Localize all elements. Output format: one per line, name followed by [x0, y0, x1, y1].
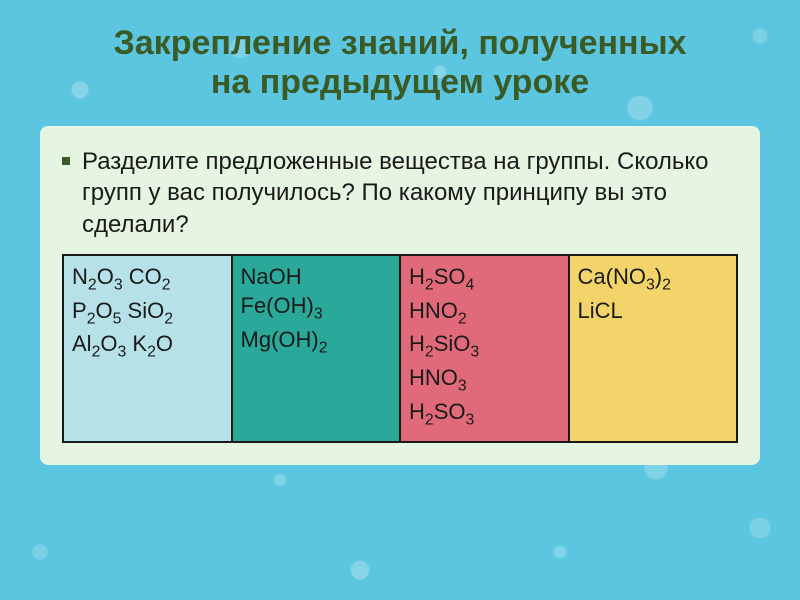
formula-line: Fe(OH)3: [241, 291, 392, 325]
formula-line: HNO3: [409, 363, 560, 397]
formula-line: Mg(OH)2: [241, 325, 392, 359]
formula-line: HNO2: [409, 296, 560, 330]
table-row: N2O3 CO2P2O5 SiO2Al2O3 K2O NaOHFe(OH)3Mg…: [63, 255, 737, 442]
table-cell-acids: H2SO4HNO2H2SiO3HNO3H2SO3: [400, 255, 569, 442]
title-line-2: на предыдущем уроке: [211, 63, 589, 101]
formula-line: H2SO3: [409, 397, 560, 431]
table-cell-bases: NaOHFe(OH)3Mg(OH)2: [232, 255, 401, 442]
formula-line: P2O5 SiO2: [72, 296, 223, 330]
table-cell-oxides: N2O3 CO2P2O5 SiO2Al2O3 K2O: [63, 255, 232, 442]
formula-line: H2SiO3: [409, 329, 560, 363]
bullet-paragraph: Разделите предложенные вещества на групп…: [62, 146, 738, 240]
table-cell-salts: Ca(NO3)2LiCL: [569, 255, 738, 442]
substance-table: N2O3 CO2P2O5 SiO2Al2O3 K2O NaOHFe(OH)3Mg…: [62, 254, 738, 443]
body-text: Разделите предложенные вещества на групп…: [82, 146, 738, 240]
formula-line: NaOH: [241, 262, 392, 292]
formula-line: H2SO4: [409, 262, 560, 296]
formula-line: LiCL: [578, 296, 729, 326]
body-card: Разделите предложенные вещества на групп…: [40, 126, 760, 464]
title-line-1: Закрепление знаний, полученных: [113, 24, 686, 62]
formula-line: Ca(NO3)2: [578, 262, 729, 296]
slide-content: Закрепление знаний, полученных на предыд…: [0, 0, 800, 489]
formula-line: N2O3 CO2: [72, 262, 223, 296]
formula-line: Al2O3 K2O: [72, 329, 223, 363]
bullet-icon: [62, 157, 70, 165]
slide-title: Закрепление знаний, полученных на предыд…: [40, 24, 760, 102]
